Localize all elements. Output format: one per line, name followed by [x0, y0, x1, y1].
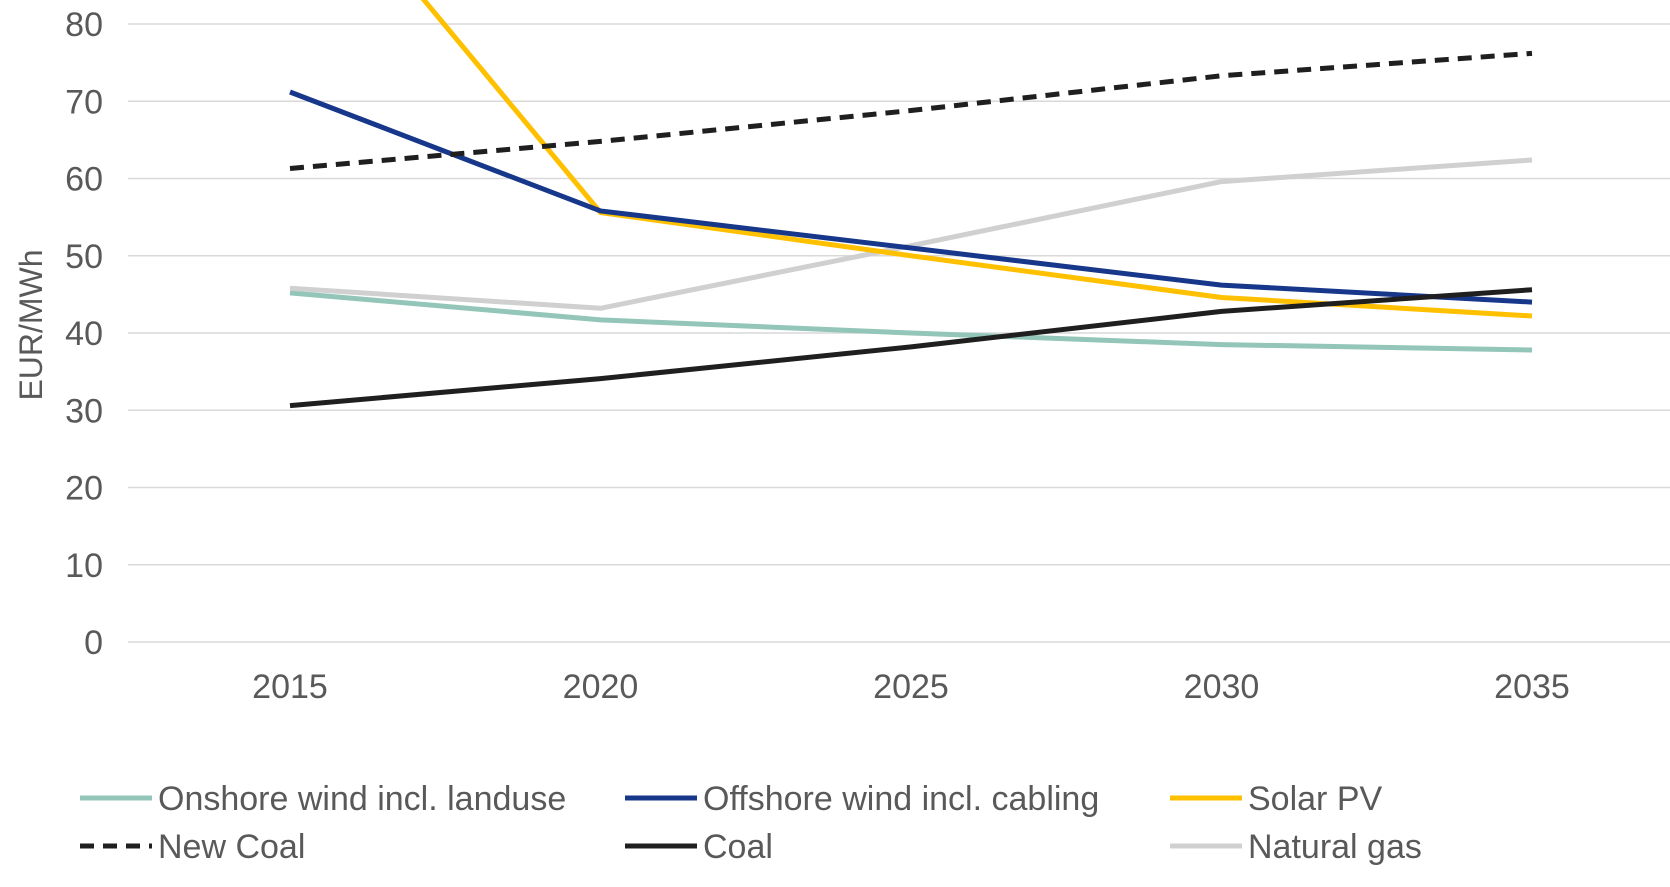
legend-item: Natural gas	[1170, 828, 1422, 866]
y-tick-label: 20	[65, 470, 103, 508]
x-tick-label: 2025	[873, 668, 949, 706]
x-tick-labels: 2015 2020 2025 2030 2035	[252, 668, 1570, 706]
y-tick-label: 50	[65, 238, 103, 276]
legend-label: Natural gas	[1248, 828, 1422, 866]
legend-label: Coal	[703, 828, 773, 866]
series-line-solar-pv	[420, 0, 1533, 319]
legend-item: Coal	[625, 828, 773, 866]
legend-label: New Coal	[158, 828, 305, 866]
y-tick-label: 40	[65, 315, 103, 353]
x-tick-label: 2035	[1494, 668, 1570, 706]
y-tick-label: 0	[84, 624, 103, 662]
series-line-onshore-wind-incl-landuse	[289, 290, 1533, 353]
y-tick-label: 80	[65, 6, 103, 44]
legend-item: Offshore wind incl. cabling	[625, 780, 1099, 818]
legend-item: New Coal	[80, 828, 305, 866]
series-lines	[289, 0, 1533, 409]
legend-label: Solar PV	[1248, 780, 1382, 818]
x-tick-label: 2015	[252, 668, 328, 706]
legend: Onshore wind incl. landuse Offshore wind …	[80, 780, 1422, 866]
legend-item: Onshore wind incl. landuse	[80, 780, 566, 818]
y-tick-label: 30	[65, 392, 103, 430]
y-tick-label: 60	[65, 161, 103, 199]
series-line-new-coal	[289, 50, 1533, 171]
x-tick-label: 2030	[1184, 668, 1260, 706]
legend-label: Offshore wind incl. cabling	[703, 780, 1099, 818]
y-tick-label: 10	[65, 547, 103, 585]
y-tick-label: 70	[65, 83, 103, 121]
legend-label: Onshore wind incl. landuse	[158, 780, 566, 818]
x-tick-label: 2020	[563, 668, 639, 706]
series-line-natural-gas	[289, 157, 1533, 311]
legend-item: Solar PV	[1170, 780, 1382, 818]
series-line-offshore-wind-incl-cabling	[289, 89, 1533, 305]
series-line-coal	[289, 287, 1533, 409]
y-axis-title: EUR/MWh	[13, 249, 49, 400]
y-tick-labels: 0 10 20 30 40 50 60 70 80	[65, 6, 103, 662]
